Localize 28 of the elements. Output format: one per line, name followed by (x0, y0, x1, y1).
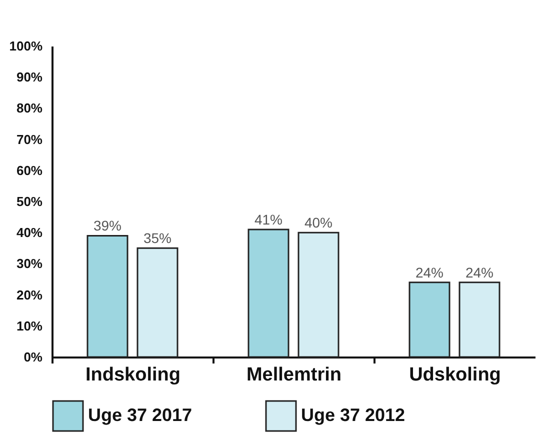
bar (458, 282, 500, 358)
bar (248, 228, 290, 358)
y-tick-label: 70% (16, 132, 43, 147)
bar (86, 234, 128, 358)
y-tick-label: 30% (16, 256, 43, 272)
x-tick-label: Mellemtrin (246, 364, 342, 386)
y-tick-label: 80% (16, 100, 43, 116)
bar (298, 232, 340, 358)
bar (408, 282, 450, 358)
data-label: 41% (254, 211, 283, 228)
y-tick-label: 20% (16, 287, 43, 302)
legend-label: Uge 37 2017 (88, 405, 192, 425)
data-label: 24% (465, 264, 494, 280)
y-tick-label: 10% (16, 318, 43, 334)
legend-label: Uge 37 2012 (301, 405, 406, 425)
data-label: 24% (415, 264, 444, 280)
bar (136, 247, 178, 358)
data-label: 39% (93, 218, 122, 234)
y-tick-label: 40% (16, 225, 43, 240)
y-tick-label: 100% (9, 38, 43, 54)
y-tick-label: 60% (16, 162, 43, 178)
x-tick-label: Indskoling (86, 364, 180, 386)
y-tick-label: 0% (24, 350, 43, 364)
data-label: 40% (304, 214, 333, 231)
x-tick-label: Udskoling (409, 364, 501, 386)
data-label: 35% (143, 230, 172, 246)
y-tick-label: 50% (16, 194, 43, 209)
y-tick-label: 90% (16, 70, 43, 85)
